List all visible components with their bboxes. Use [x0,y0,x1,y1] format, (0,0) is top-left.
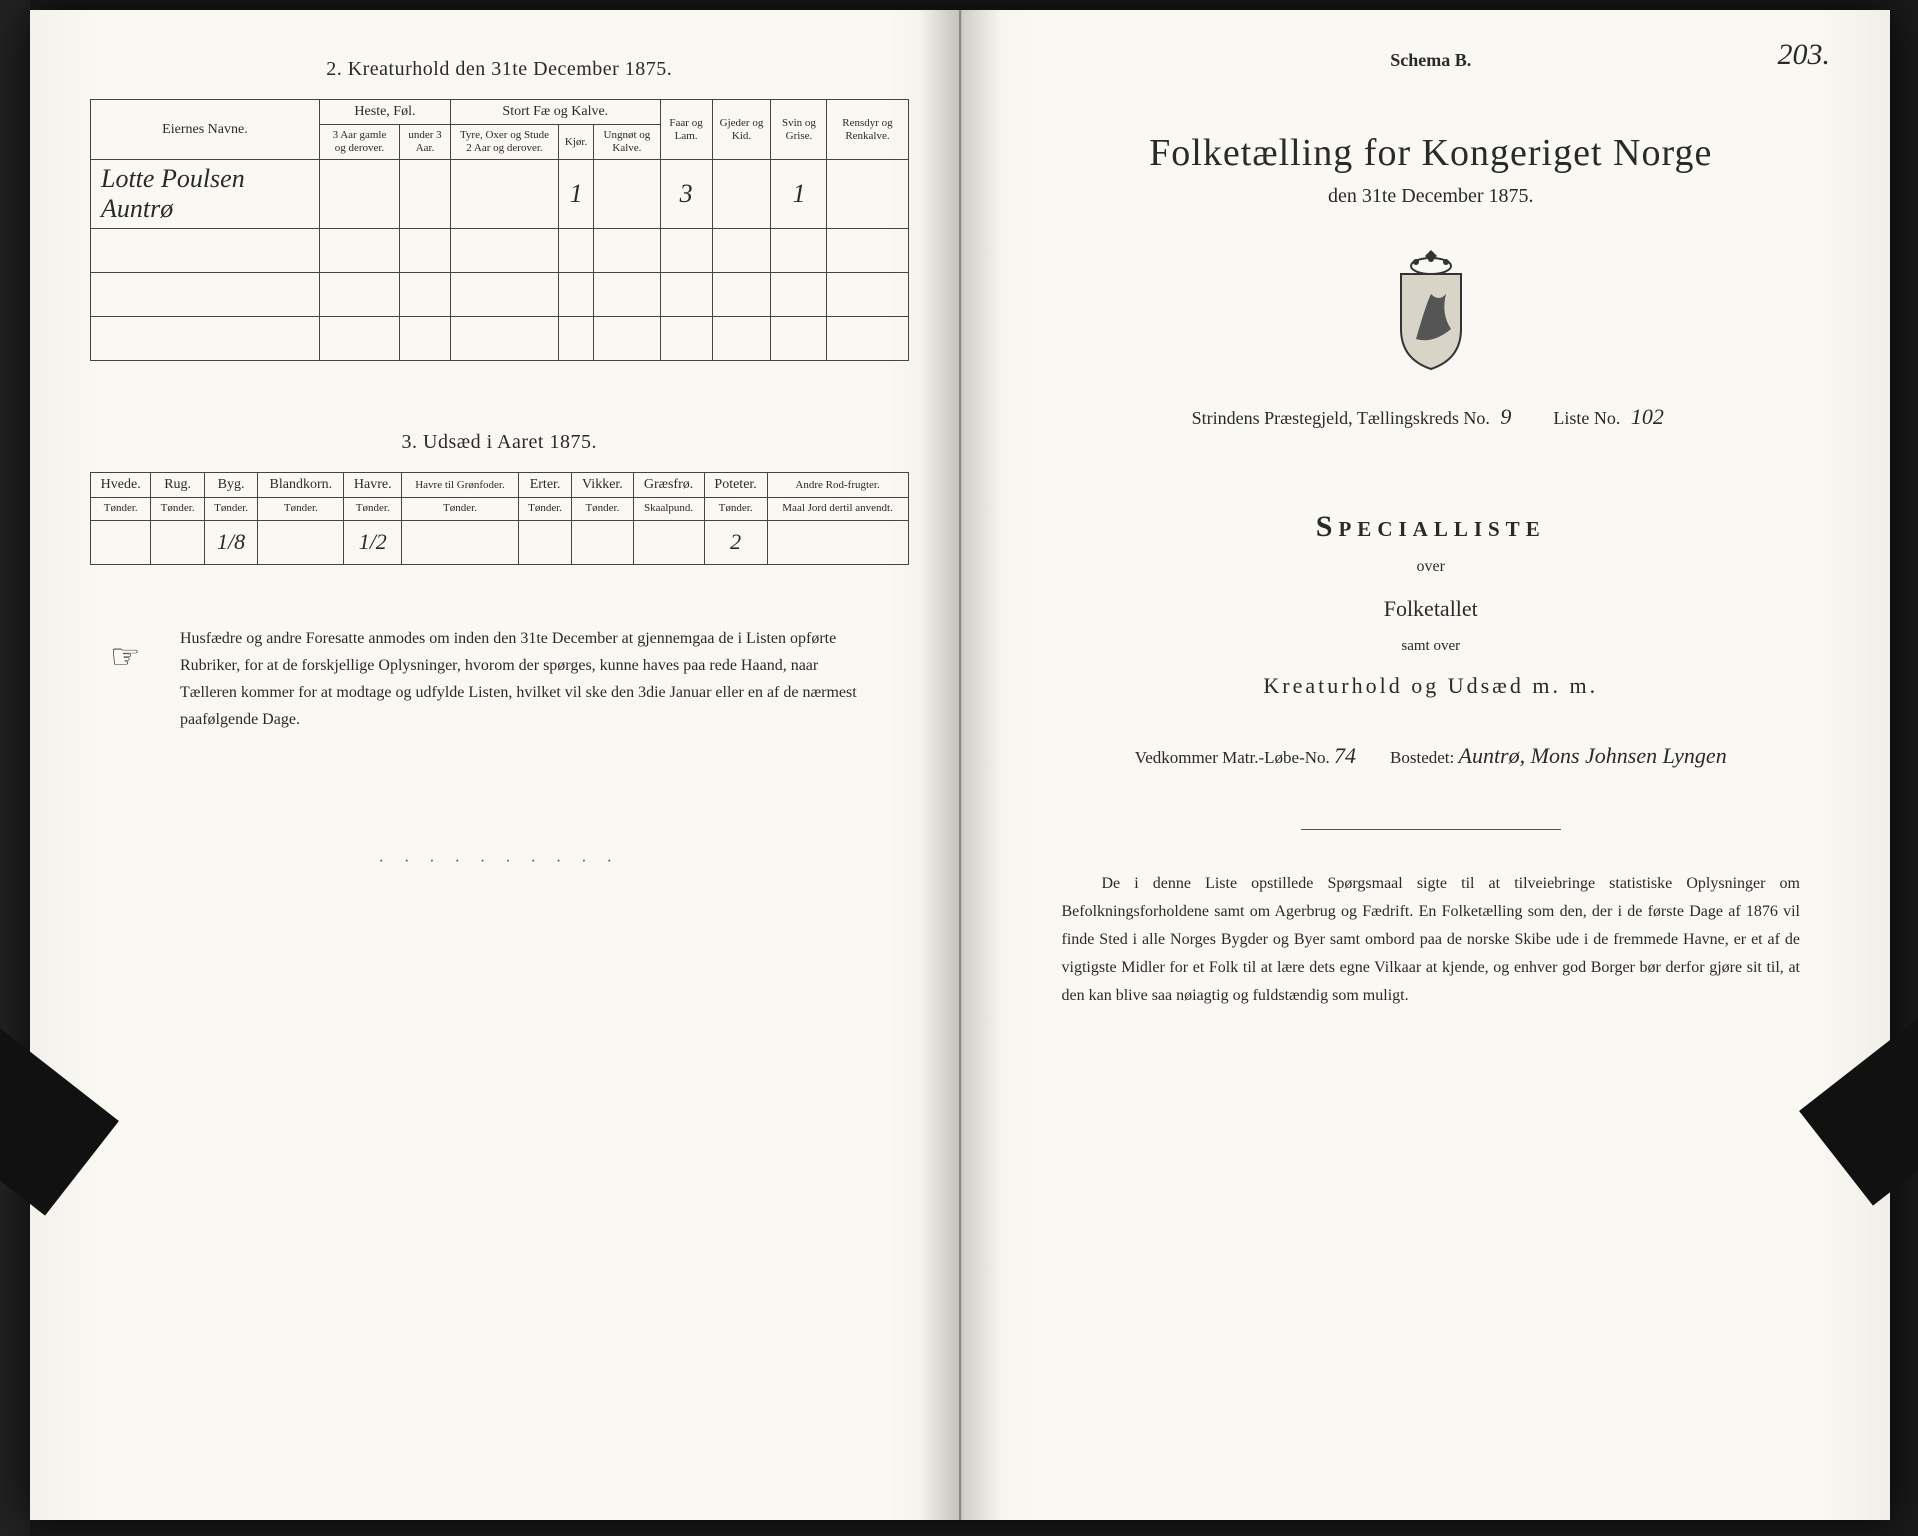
kreatur-label: Kreaturhold og Udsæd m. m. [1022,673,1841,699]
c3: Byg. [204,473,257,498]
footnote-text: Husfædre og andre Foresatte anmodes om i… [180,630,857,729]
matr-no: 74 [1334,743,1356,768]
col-h2: under 3 Aar. [400,125,451,160]
pointing-hand-icon: ☞ [110,629,140,687]
liste-label: Liste No. [1553,408,1620,428]
parish-line: Strindens Præstegjeld, Tællingskreds No.… [1022,404,1841,430]
col-pigs: Svin og Grise. [771,100,827,160]
open-book: 2. Kreaturhold den 31te December 1875. E… [30,10,1890,1520]
c9: Græsfrø. [633,473,704,498]
kreds-no: 9 [1500,404,1511,429]
section-2-title: 2. Kreaturhold den 31te December 1875. [90,58,909,81]
owner-name: Lotte Poulsen Auntrø [91,160,320,229]
col-goats: Gjeder og Kid. [712,100,771,160]
c6: Havre til Grønfoder. [402,473,519,498]
footnote: ☞ Husfædre og andre Foresatte anmodes om… [90,625,909,734]
vedk-label: Vedkommer Matr.-Løbe-No. [1135,748,1330,767]
col-owners: Eiernes Navne. [91,100,320,160]
val-havre: 1/2 [344,520,402,564]
c10: Poteter. [704,473,767,498]
bosted-label: Bostedet: [1390,748,1454,767]
page-subtitle: den 31te December 1875. [1022,185,1841,208]
section-3-title: 3. Udsæd i Aaret 1875. [90,431,909,454]
col-s1: Tyre, Oxer og Stude 2 Aar og derover. [451,125,559,160]
val-byg: 1/8 [204,520,257,564]
val-kjor: 1 [558,160,593,229]
page-title: Folketælling for Kongeriget Norge [1022,131,1841,175]
page-number: 203. [1778,38,1831,72]
schema-label: Schema B. [1022,50,1841,71]
col-sheep: Faar og Lam. [660,100,712,160]
ornament: · · · · · · · · · · [90,853,909,871]
sowing-table: Hvede. Rug. Byg. Blandkorn. Havre. Havre… [90,472,909,564]
val-faar: 3 [660,160,712,229]
bosted-value: Auntrø, Mons Johnsen Lyngen [1459,743,1727,768]
intro-paragraph: De i denne Liste opstillede Spørgsmaal s… [1022,870,1841,1010]
c8: Vikker. [572,473,633,498]
folketallet-label: Folketallet [1022,596,1841,622]
col-h1: 3 Aar gamle og derover. [319,125,399,160]
specialliste-heading: Specialliste [1022,510,1841,544]
c4: Blandkorn. [258,473,344,498]
val-poteter: 2 [704,520,767,564]
divider [1301,829,1561,830]
parish-label: Strindens Præstegjeld, Tællingskreds No. [1192,408,1490,428]
coat-of-arms-icon [1376,244,1486,374]
col-s2: Kjør. [558,125,593,160]
val-svin: 1 [771,160,827,229]
c2: Rug. [151,473,204,498]
right-page: 203. Schema B. Folketælling for Kongerig… [961,10,1891,1520]
col-reindeer: Rensdyr og Renkalve. [827,100,908,160]
grp-horses: Heste, Føl. [319,100,450,125]
livestock-table: Eiernes Navne. Heste, Føl. Stort Fæ og K… [90,99,909,361]
grp-cattle: Stort Fæ og Kalve. [451,100,661,125]
over-label: over [1022,558,1841,576]
table-row: 1/8 1/2 2 [91,520,909,564]
c11: Andre Rod-frugter. [767,473,908,498]
c5: Havre. [344,473,402,498]
left-page: 2. Kreaturhold den 31te December 1875. E… [30,10,961,1520]
c7: Erter. [518,473,571,498]
c1: Hvede. [91,473,151,498]
samt-label: samt over [1022,638,1841,655]
vedkommer-line: Vedkommer Matr.-Løbe-No. 74 Bostedet: Au… [1022,743,1841,769]
liste-no: 102 [1631,404,1664,429]
col-s3: Ungnøt og Kalve. [594,125,660,160]
table-row: Lotte Poulsen Auntrø 1 3 1 [91,160,909,229]
